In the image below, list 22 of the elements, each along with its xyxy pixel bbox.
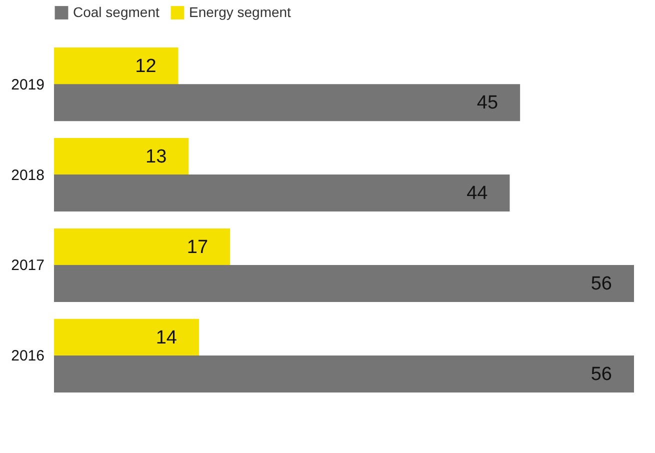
data-label: 56 [590,274,612,295]
data-label: 45 [476,92,498,114]
legend-label: Energy segment [189,4,292,20]
data-label: 44 [466,183,488,204]
data-label: 12 [135,56,156,78]
data-label: 17 [186,236,208,258]
y-tick-label: 2019 [11,76,44,94]
bar [54,84,520,122]
bar [54,355,634,392]
y-tick-label: 2018 [11,166,44,184]
bar [54,174,510,212]
bar [54,228,230,266]
data-label: 13 [146,146,167,168]
bar [54,318,199,356]
data-label: 14 [156,327,178,348]
y-tick-label: 2017 [11,257,44,274]
bar [54,48,178,85]
bar [54,138,189,175]
legend-label: Coal segment [73,4,160,20]
y-tick-label: 2016 [11,348,44,365]
data-label: 56 [590,364,612,385]
bar [54,265,634,302]
